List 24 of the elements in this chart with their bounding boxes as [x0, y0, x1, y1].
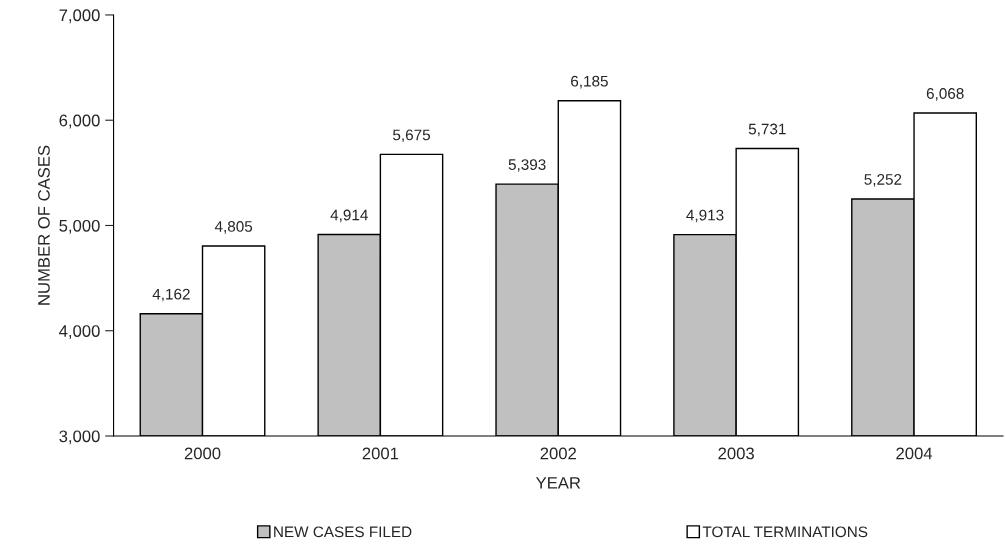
y-tick-label: 4,000: [59, 325, 100, 339]
data-label: 6,185: [571, 75, 608, 89]
data-label: 4,913: [686, 209, 724, 223]
data-label: 5,393: [508, 159, 546, 172]
data-label: 5,731: [748, 123, 786, 137]
legend-label: NEW CASES FILED: [274, 526, 412, 538]
y-tick-label: 7,000: [59, 9, 100, 24]
x-axis-title: YEAR: [535, 477, 581, 489]
x-tick-label: 2004: [896, 447, 933, 460]
legend-label: TOTAL TERMINATIONS: [702, 526, 868, 538]
x-tick-label: 2001: [362, 447, 399, 460]
data-label: 4,914: [330, 209, 368, 223]
y-tick-label: 3,000: [59, 430, 100, 445]
y-tick-label: 6,000: [59, 114, 100, 129]
data-label: 6,068: [926, 88, 964, 101]
x-tick-label: 2003: [718, 447, 754, 460]
data-label: 5,252: [864, 174, 902, 187]
x-tick-label: 2000: [184, 447, 221, 460]
data-label: 4,805: [214, 221, 253, 234]
data-label: 5,675: [393, 129, 430, 143]
y-axis-title: NUMBER OF CASES: [38, 145, 50, 305]
data-label: 4,162: [152, 288, 190, 302]
x-tick-label: 2002: [540, 447, 576, 460]
y-tick-label: 5,000: [59, 219, 100, 234]
